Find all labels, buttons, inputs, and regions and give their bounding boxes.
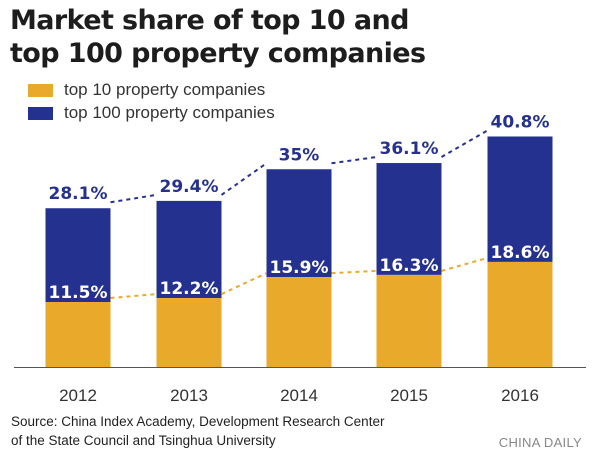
- label-top10-2012: 11.5%: [49, 283, 108, 303]
- x-tick-2016: 2016: [501, 386, 539, 405]
- label-top10-2013: 12.2%: [160, 279, 219, 299]
- bar-top10-2012: [45, 302, 111, 367]
- trend-top100-segment-2: [331, 156, 377, 165]
- label-top100-2015: 36.1%: [380, 139, 439, 159]
- label-top10-2016: 18.6%: [491, 243, 550, 263]
- chart-title-line-1: Market share of top 10 and: [10, 5, 409, 36]
- trend-top10-segment-2: [331, 269, 377, 275]
- trend-top10-segment-1: [221, 272, 267, 295]
- legend-item-top10: top 10 property companies: [28, 80, 265, 100]
- bar-top100-2016: [487, 136, 553, 262]
- bar-top10-2016: [487, 261, 553, 367]
- source-line-2: of the State Council and Tsinghua Univer…: [11, 433, 276, 448]
- bar-top100-2013: [156, 200, 222, 299]
- bar-top10-2013: [156, 298, 222, 367]
- source-line-1: Source: China Index Academy, Development…: [11, 414, 385, 429]
- legend-swatch-top10: [28, 83, 53, 97]
- credit-label: CHINA DAILY: [498, 435, 582, 450]
- x-tick-2015: 2015: [390, 386, 428, 405]
- bar-top100-2015: [376, 163, 442, 275]
- bar-top100-2012: [45, 208, 111, 303]
- label-top100-2013: 29.4%: [160, 177, 219, 197]
- label-top10-2014: 15.9%: [270, 258, 329, 278]
- label-top100-2016: 40.8%: [491, 112, 550, 132]
- trend-top10-segment-0: [110, 293, 157, 300]
- bar-top10-2015: [376, 274, 442, 367]
- legend-label-top100: top 100 property companies: [64, 103, 275, 122]
- trend-top100-segment-0: [110, 193, 157, 204]
- legend-label-top10: top 10 property companies: [64, 80, 266, 99]
- trend-top10-segment-3: [441, 256, 488, 272]
- label-top100-2012: 28.1%: [49, 184, 108, 204]
- x-tick-2012: 2012: [59, 386, 97, 405]
- label-top100-2014: 35%: [279, 145, 320, 165]
- label-top10-2015: 16.3%: [380, 256, 439, 276]
- source-note: Source: China Index Academy, Development…: [11, 412, 384, 450]
- chart-title: Market share of top 10 and top 100 prope…: [10, 4, 590, 70]
- trend-top100-segment-3: [441, 129, 488, 158]
- legend-swatch-top100: [28, 106, 53, 120]
- trend-top100-segment-1: [220, 162, 268, 196]
- bar-top10-2014: [266, 277, 332, 367]
- legend-item-top100: top 100 property companies: [28, 103, 275, 123]
- x-tick-2013: 2013: [170, 386, 208, 405]
- chart-title-line-2: top 100 property companies: [10, 38, 426, 69]
- x-tick-2014: 2014: [280, 386, 318, 405]
- bar-top100-2014: [266, 169, 332, 278]
